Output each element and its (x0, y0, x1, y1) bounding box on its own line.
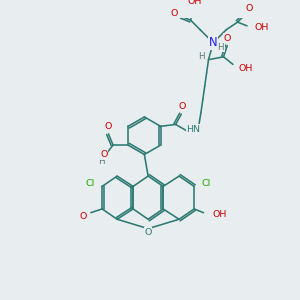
Text: O: O (105, 122, 112, 131)
Text: OH: OH (254, 23, 269, 32)
Text: H: H (98, 158, 105, 166)
Text: O: O (224, 34, 231, 43)
Text: O: O (178, 102, 186, 111)
Text: H: H (199, 52, 205, 62)
Text: HN: HN (187, 124, 200, 134)
Text: H: H (218, 43, 224, 52)
Text: Cl: Cl (202, 179, 211, 188)
Text: O: O (100, 150, 107, 159)
Text: O: O (80, 212, 87, 221)
Text: OH: OH (238, 64, 253, 73)
Text: OH: OH (213, 210, 227, 219)
Text: O: O (170, 9, 178, 18)
Text: N: N (209, 36, 218, 49)
Text: OH: OH (187, 0, 202, 6)
Text: Cl: Cl (85, 179, 94, 188)
Text: O: O (144, 228, 152, 237)
Text: O: O (245, 4, 253, 14)
